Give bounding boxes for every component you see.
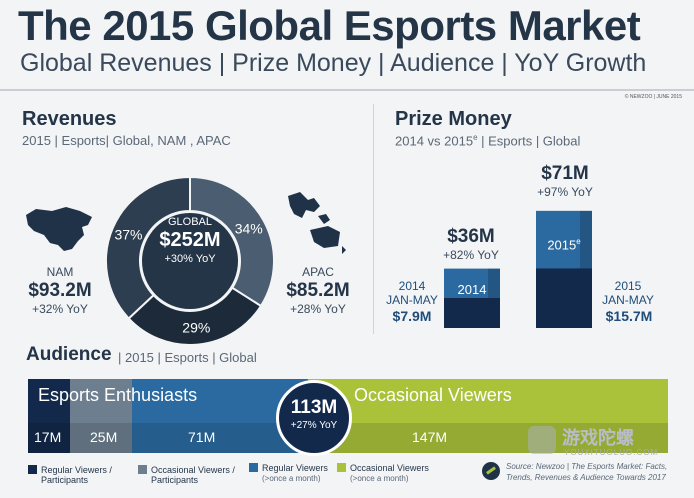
prize-2014-side-period: JAN-MAY <box>386 293 438 307</box>
apac-map-icon <box>288 192 346 254</box>
prize-2015-yoy: +97% YoY <box>537 185 593 199</box>
audience-total-yoy: +27% YoY <box>290 420 338 431</box>
prize-bar-janmay <box>536 268 592 328</box>
nam-label: NAM <box>46 265 74 279</box>
donut-slice-label: 29% <box>182 320 210 336</box>
prize-2014-side-year: 2014 <box>398 279 426 293</box>
newzoo-logo-icon <box>482 462 500 480</box>
nam-value: $93.2M <box>28 280 92 301</box>
prize-subtitle: 2014 vs 2015e | Esports | Global <box>395 133 581 149</box>
audience-seg-value: 25M <box>90 429 118 445</box>
prize-2015-side-period: JAN-MAY <box>602 293 654 307</box>
donut-slice-label: 34% <box>235 221 263 237</box>
audience-seg-occasional-participants <box>70 379 132 453</box>
legend-swatch <box>249 463 258 472</box>
source-text: Source: Newzoo | The Esports Market: Fac… <box>506 462 668 482</box>
audience-total-value: 113M <box>290 397 338 418</box>
audience-subtitle: | 2015 | Esports | Global <box>118 350 257 365</box>
audience-seg-regular-participants <box>28 379 70 453</box>
revenue-donut-chart: 37% 34% 29% <box>105 175 275 346</box>
donut-slice <box>105 175 191 320</box>
section-divider <box>373 104 374 334</box>
apac-value: $85.2M <box>286 280 350 301</box>
revenues-subtitle: 2015 | Esports| Global, NAM , APAC <box>22 133 231 148</box>
copyright: © NEWZOO | JUNE 2015 <box>624 94 682 100</box>
donut-slice <box>189 175 275 308</box>
donut-slice-label: 37% <box>114 226 142 242</box>
revenues-title: Revenues <box>22 108 117 130</box>
prize-title: Prize Money <box>395 108 512 130</box>
legend-item: Regular Viewers (>once a month) <box>262 463 328 483</box>
audience-seg-value: 71M <box>188 429 216 445</box>
audience-title: Audience <box>26 344 112 365</box>
occasional-label: Occasional Viewers <box>354 385 512 405</box>
prize-bar-chart <box>444 210 592 328</box>
audience-seg-value: 147M <box>412 429 448 445</box>
watermark-logo-icon <box>528 426 556 454</box>
prize-2014-bar-label: 2014 <box>457 282 487 297</box>
enthusiasts-label: Esports Enthusiasts <box>38 385 198 405</box>
prize-2015-bar-label: 2015e <box>547 237 581 253</box>
audience-total-circle: 113M +27% YoY <box>276 380 352 456</box>
watermark-url: YOUXITUOLUO.COM <box>564 448 659 457</box>
audience-bar: Esports Enthusiasts Occasional Viewers 1… <box>28 379 668 453</box>
legend-swatch <box>138 465 147 474</box>
legend-swatch <box>337 463 346 472</box>
prize-2014-janmay-value: $7.9M <box>392 308 432 324</box>
prize-2015-total: $71M <box>541 163 589 184</box>
nam-map-icon <box>26 207 92 251</box>
donut-center-value: $252M <box>159 229 221 251</box>
apac-yoy: +28% YoY <box>290 302 346 316</box>
legend-item: Occasional Viewers (>once a month) <box>350 463 429 483</box>
watermark-text: 游戏陀螺 <box>562 428 634 448</box>
page-subtitle: Global Revenues | Prize Money | Audience… <box>20 49 647 77</box>
nam-yoy: +32% YoY <box>32 302 88 316</box>
legend-item: Occasional Viewers / Participants <box>151 465 235 485</box>
donut-center-yoy: +30% YoY <box>164 253 216 265</box>
audience-seg-value: 17M <box>34 429 62 445</box>
header-divider <box>0 89 694 91</box>
prize-bar-janmay <box>444 298 500 328</box>
legend-item: Regular Viewers / Participants <box>41 465 112 485</box>
prize-2014-total: $36M <box>447 226 495 247</box>
apac-label: APAC <box>302 265 334 279</box>
donut-center <box>142 213 238 309</box>
audience-seg-occasional-viewers <box>308 379 668 453</box>
prize-2014-yoy: +82% YoY <box>443 248 499 262</box>
prize-2015-side-year: 2015 <box>614 279 642 293</box>
page-title: The 2015 Global Esports Market <box>18 2 641 49</box>
donut-center-label: GLOBAL <box>167 216 213 228</box>
prize-2015-janmay-value: $15.7M <box>605 308 653 324</box>
donut-slice <box>127 286 263 346</box>
legend-swatch <box>28 465 37 474</box>
